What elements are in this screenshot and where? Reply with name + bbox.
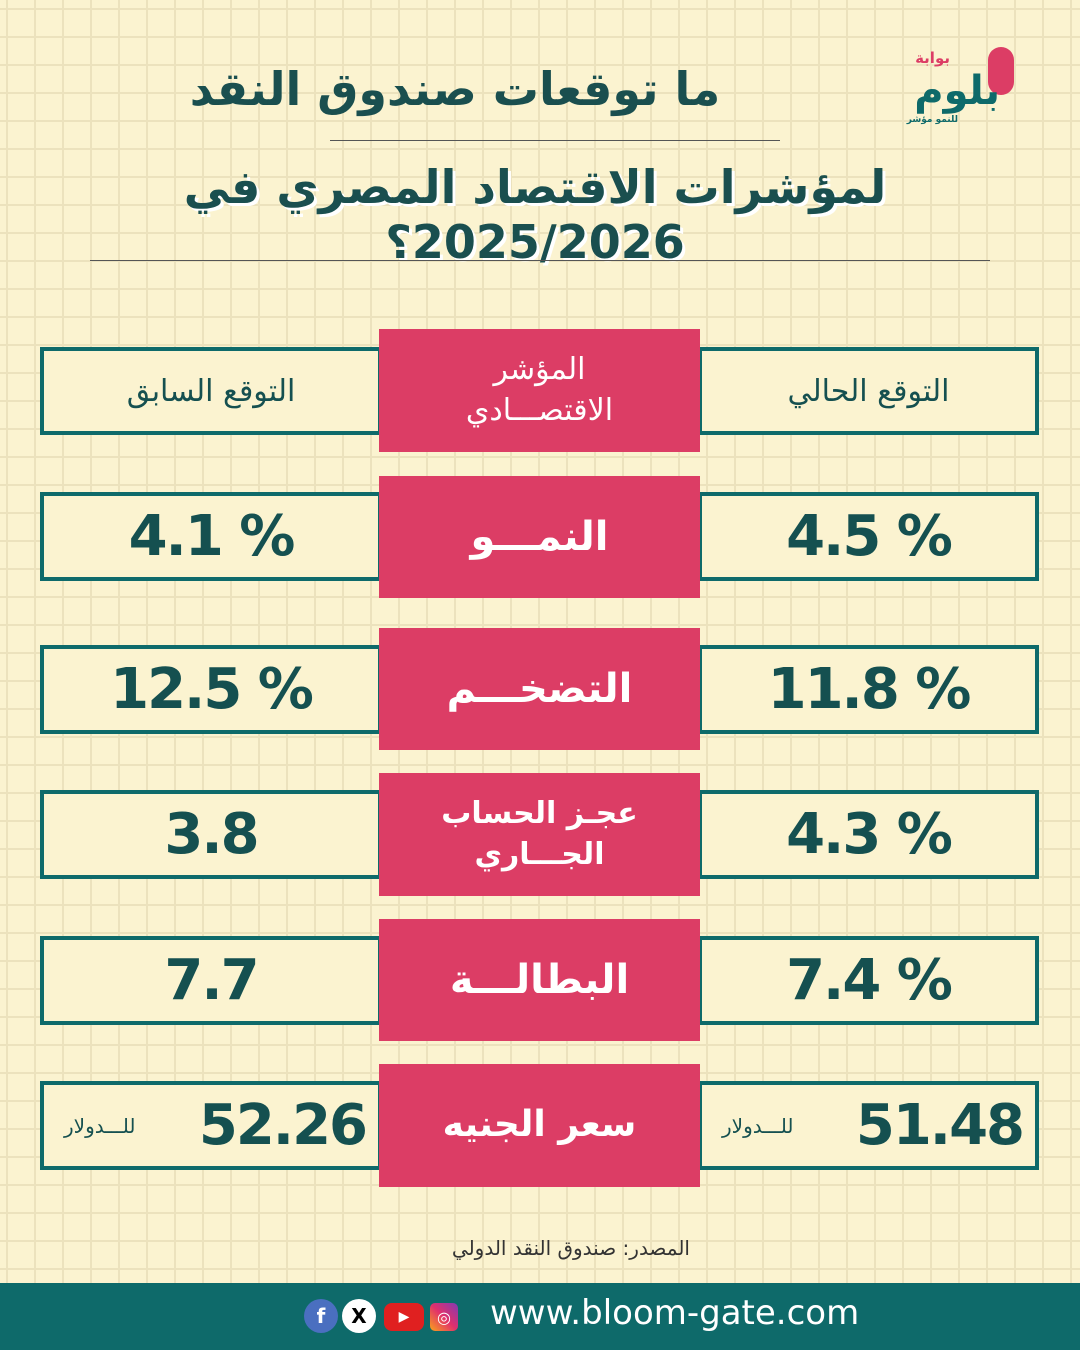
bloom-logo: بوابة بلوم للنمو مؤشر: [880, 45, 1020, 130]
footer: f X ▶ ◎ www.bloom-gate.com: [0, 1283, 1080, 1350]
microphone-icon: [988, 47, 1014, 95]
header-previous: التوقع السابق: [40, 347, 382, 435]
x-icon[interactable]: X: [342, 1299, 376, 1333]
row-unemployment-indicator: البطالـــة: [379, 919, 700, 1041]
row-pound-current: للـــدولار 51.48: [698, 1081, 1039, 1170]
row-growth-previous: 4.1 %: [40, 492, 382, 581]
row-unemployment-previous: 7.7: [40, 936, 382, 1025]
row-deficit-current: 4.3 %: [698, 790, 1039, 879]
row-deficit-indicator: عجـز الحساب الجـــاري: [379, 773, 700, 896]
logo-tagline: للنمو مؤشر: [906, 115, 958, 125]
row-inflation-previous: 12.5 %: [40, 645, 382, 734]
title-line-1: ما توقعات صندوق النقد: [189, 62, 721, 116]
website-link[interactable]: www.bloom-gate.com: [490, 1293, 860, 1333]
logo-top-text: بوابة: [915, 49, 950, 67]
facebook-icon[interactable]: f: [304, 1299, 338, 1333]
row-growth-current: 4.5 %: [698, 492, 1039, 581]
logo-main-text: بلوم: [914, 68, 1000, 114]
row-inflation-indicator: التضخـــم: [379, 628, 700, 750]
row-inflation-current: 11.8 %: [698, 645, 1039, 734]
divider: [90, 260, 990, 261]
instagram-icon[interactable]: ◎: [430, 1303, 458, 1331]
header-indicator: المؤشر الاقتصـــادي: [379, 329, 700, 452]
row-deficit-previous: 3.8: [40, 790, 382, 879]
title-line-2: لمؤشرات الاقتصاد المصري في 2025/2026؟: [183, 160, 887, 270]
source-note: المصدر: صندوق النقد الدولي: [451, 1236, 690, 1260]
divider: [330, 140, 780, 141]
header-current: التوقع الحالي: [698, 347, 1039, 435]
row-unemployment-current: 7.4 %: [698, 936, 1039, 1025]
row-growth-indicator: النمـــو: [379, 476, 700, 598]
row-pound-previous: للـــدولار 52.26: [40, 1081, 382, 1170]
youtube-icon[interactable]: ▶: [384, 1303, 424, 1331]
row-pound-indicator: سعر الجنيه: [379, 1064, 700, 1187]
